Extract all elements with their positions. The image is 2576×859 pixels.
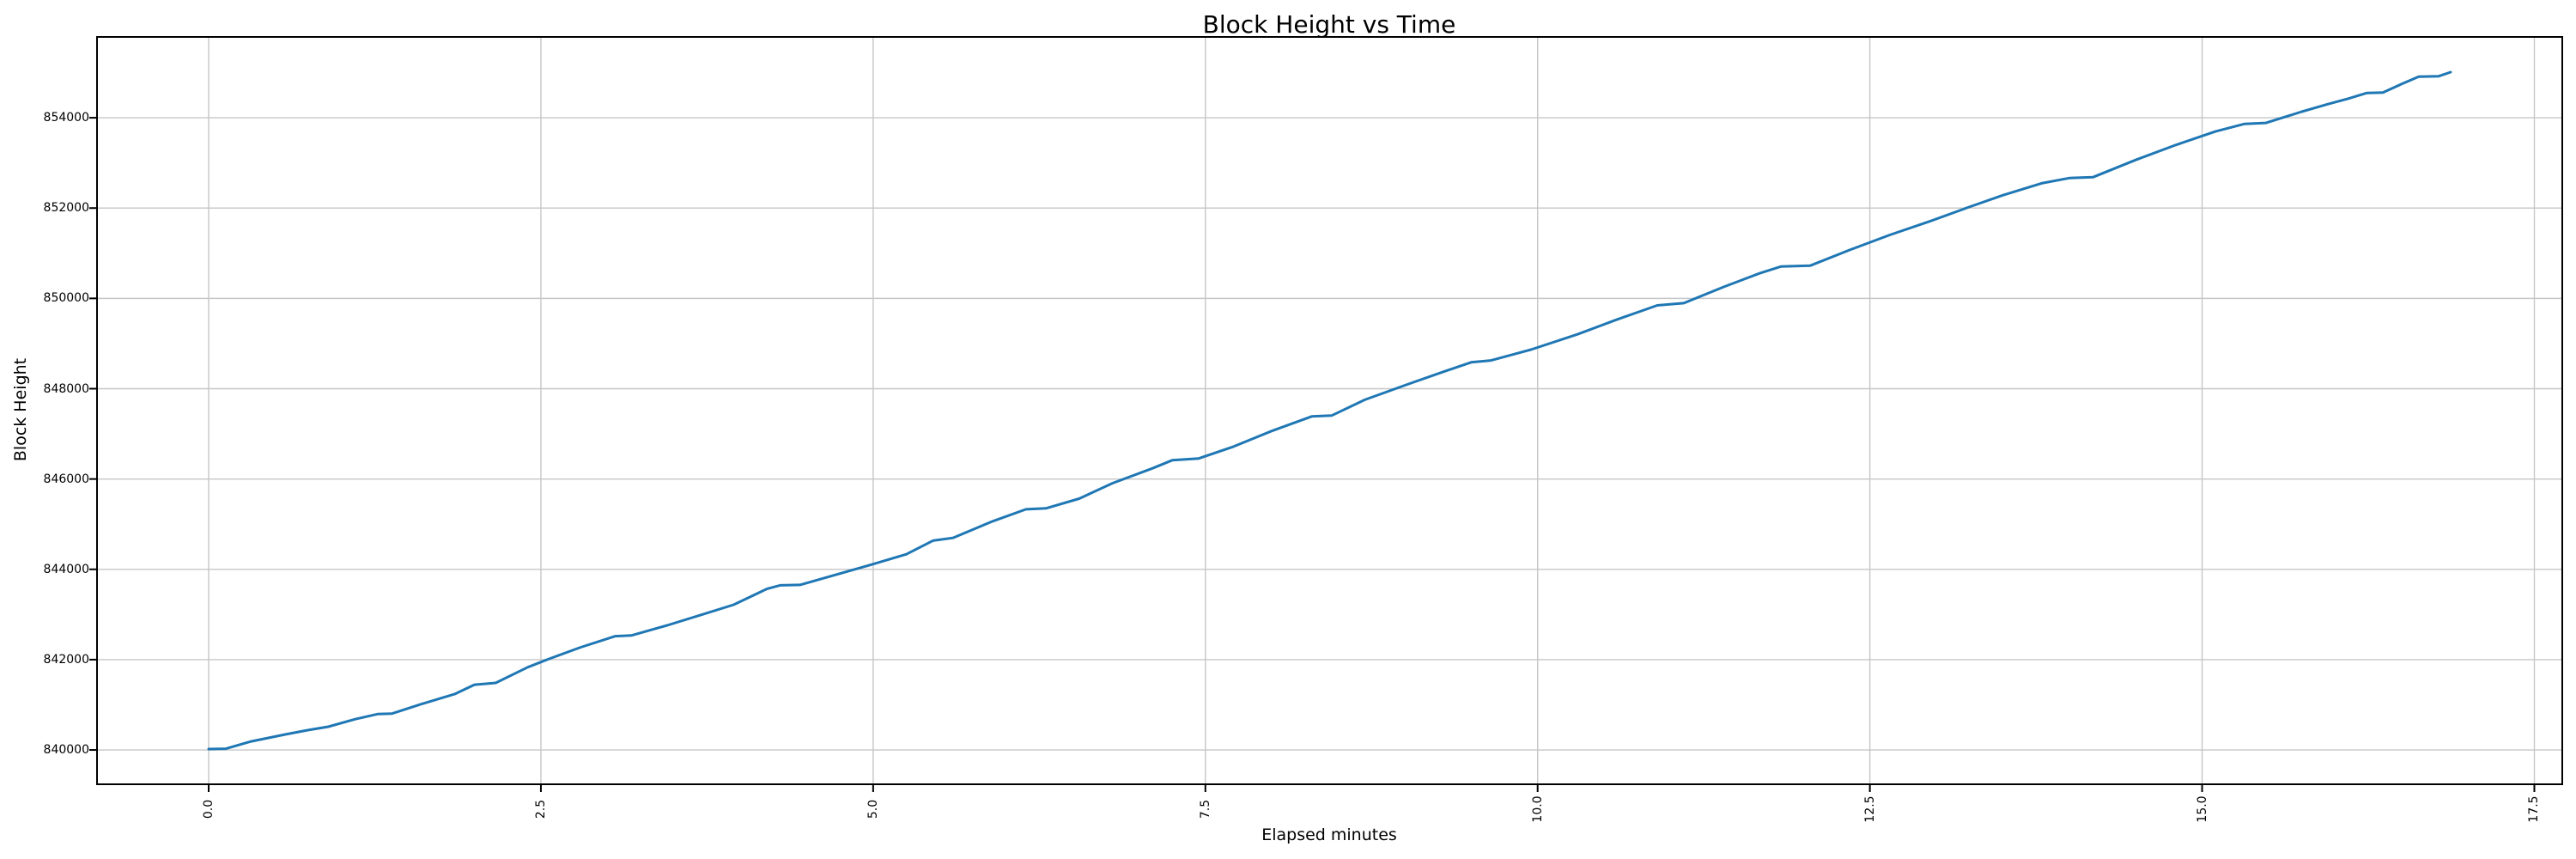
plot-border — [96, 36, 2563, 785]
x-tick-label: 17.5 — [2527, 795, 2542, 823]
x-axis-label: Elapsed minutes — [1261, 825, 1397, 844]
y-tick-label: 848000 — [43, 381, 89, 396]
y-tick-label: 852000 — [43, 201, 89, 216]
y-tick-label: 842000 — [43, 652, 89, 667]
y-tick-label: 854000 — [43, 111, 89, 125]
x-tick-label: 7.5 — [1198, 799, 1212, 819]
x-tick-label: 15.0 — [2195, 795, 2209, 823]
x-tick-label: 10.0 — [1530, 795, 1545, 823]
y-axis-label: Block Height — [11, 357, 30, 462]
x-tick-label: 2.5 — [533, 799, 548, 819]
y-tick-label: 844000 — [43, 562, 89, 576]
series-line — [207, 70, 2452, 751]
x-tick-label: 0.0 — [202, 799, 216, 819]
x-tick-label: 5.0 — [866, 799, 880, 819]
y-tick-label: 846000 — [43, 472, 89, 486]
y-tick-label: 850000 — [43, 291, 89, 306]
chart-title: Block Height vs Time — [1202, 10, 1456, 39]
x-tick-label: 12.5 — [1862, 795, 1877, 823]
y-tick-label: 840000 — [43, 743, 89, 758]
